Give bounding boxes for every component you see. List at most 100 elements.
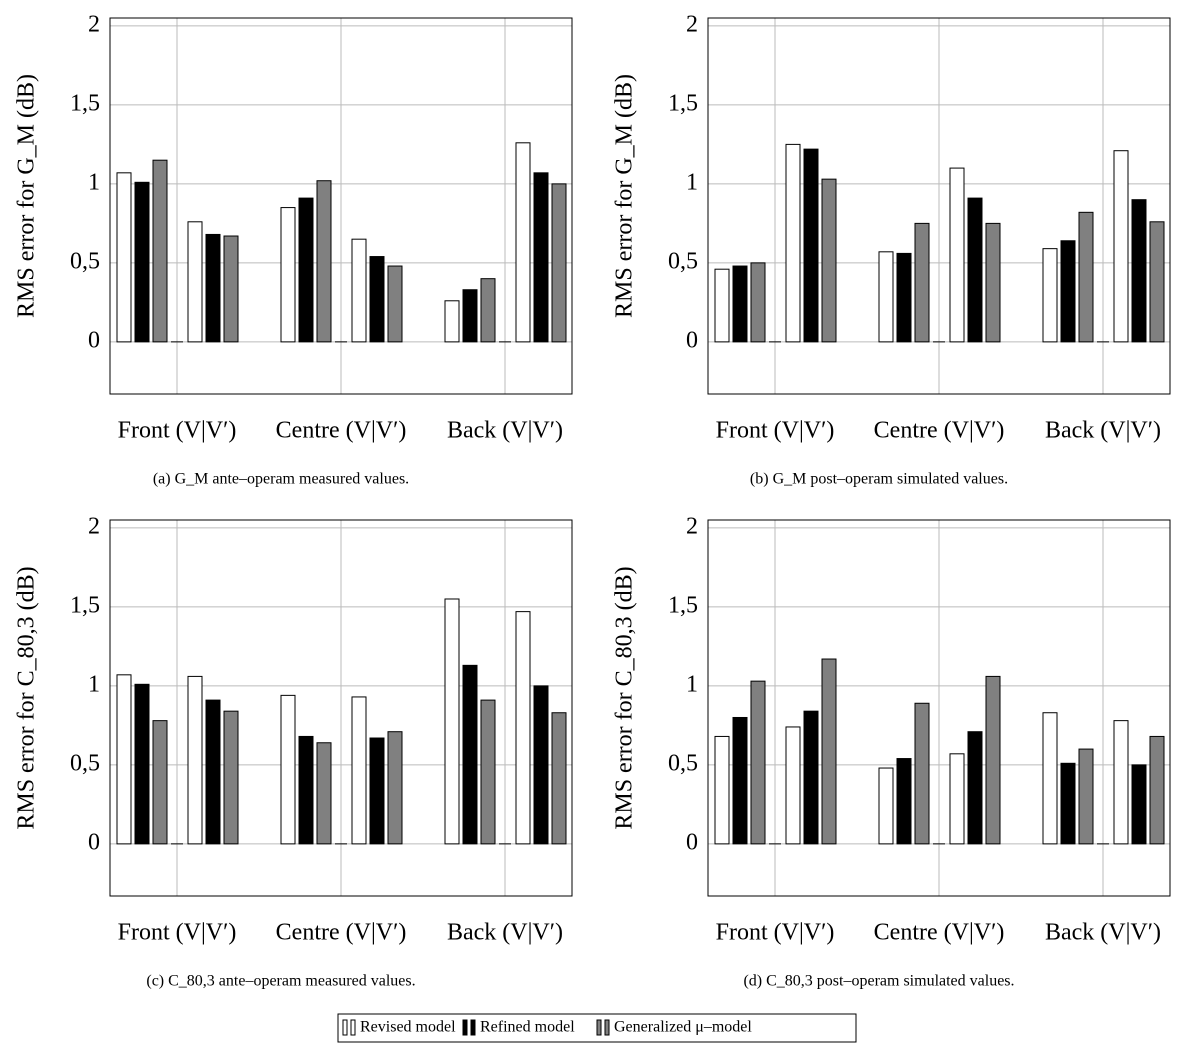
bar — [298, 735, 314, 845]
bar — [551, 712, 567, 845]
y-tick-label: 1 — [88, 169, 100, 195]
bar — [134, 683, 150, 845]
y-tick-label: 0 — [686, 327, 698, 353]
bar — [750, 680, 766, 845]
bar — [280, 207, 296, 343]
bar — [1042, 712, 1058, 845]
legend-label: Revised model — [360, 1019, 456, 1036]
bar — [462, 664, 478, 845]
bar — [896, 252, 912, 343]
y-tick-label: 0 — [686, 829, 698, 855]
bar — [369, 737, 385, 845]
y-tick-label: 0 — [88, 829, 100, 855]
bar — [152, 720, 168, 845]
bar — [515, 142, 531, 343]
legend-label: Refined model — [480, 1019, 575, 1036]
x-tick-label: Back (V|V′) — [447, 418, 563, 444]
legend-swatch — [596, 1019, 602, 1036]
y-tick-label: 1 — [686, 169, 698, 195]
bar — [1113, 720, 1129, 845]
y-tick-label: 0,5 — [70, 750, 100, 776]
x-tick-label: Back (V|V′) — [447, 920, 563, 946]
x-tick-label: Front (V|V′) — [716, 418, 835, 444]
y-axis-label: RMS error for C_80,3 (dB) — [14, 566, 40, 829]
bar — [152, 159, 168, 343]
bar — [821, 658, 837, 845]
y-tick-label: 0,5 — [668, 750, 698, 776]
bar — [1078, 211, 1094, 343]
bar — [985, 222, 1001, 343]
y-tick-label: 1,5 — [70, 90, 100, 116]
legend-box — [337, 1013, 857, 1043]
bar — [387, 731, 403, 845]
bar — [444, 598, 460, 845]
bar — [967, 197, 983, 343]
bar — [316, 180, 332, 343]
bar — [187, 675, 203, 845]
caption: (b) G_M post–operam simulated values. — [750, 471, 1008, 488]
bar — [914, 702, 930, 845]
bar — [1149, 221, 1165, 343]
x-tick-label: Centre (V|V′) — [276, 418, 407, 444]
x-tick-label: Front (V|V′) — [716, 920, 835, 946]
x-tick-label: Back (V|V′) — [1045, 418, 1161, 444]
bar — [533, 172, 549, 343]
bar — [551, 183, 567, 343]
bar — [205, 233, 221, 343]
axes-frame — [109, 519, 573, 897]
bar — [1131, 199, 1147, 343]
bar — [785, 726, 801, 845]
bar — [223, 710, 239, 845]
bar — [533, 685, 549, 845]
bar — [1131, 764, 1147, 845]
bar — [949, 167, 965, 343]
y-tick-label: 1,5 — [70, 592, 100, 618]
bar — [223, 235, 239, 343]
bar — [351, 238, 367, 343]
legend-swatch — [342, 1019, 348, 1036]
x-tick-label: Centre (V|V′) — [874, 418, 1005, 444]
y-tick-label: 0,5 — [668, 248, 698, 274]
x-tick-label: Front (V|V′) — [118, 418, 237, 444]
bar — [732, 716, 748, 845]
bar — [351, 696, 367, 845]
bar — [949, 753, 965, 845]
bar — [732, 265, 748, 343]
legend-swatch — [470, 1019, 476, 1036]
x-tick-label: Front (V|V′) — [118, 920, 237, 946]
bar — [369, 256, 385, 343]
axes-frame — [109, 17, 573, 395]
bar — [878, 251, 894, 343]
y-tick-label: 2 — [88, 513, 100, 539]
bar — [803, 710, 819, 845]
bar — [205, 699, 221, 845]
y-axis-label: RMS error for G_M (dB) — [612, 74, 638, 318]
y-tick-label: 2 — [88, 11, 100, 37]
bar — [714, 735, 730, 845]
y-tick-label: 0,5 — [70, 248, 100, 274]
legend-swatch — [462, 1019, 468, 1036]
bar — [116, 172, 132, 343]
x-tick-label: Centre (V|V′) — [276, 920, 407, 946]
bar — [967, 731, 983, 845]
bar — [785, 143, 801, 343]
bar — [298, 197, 314, 343]
bar — [480, 278, 496, 343]
bar — [1113, 150, 1129, 343]
bar — [914, 222, 930, 343]
legend-swatch — [350, 1019, 356, 1036]
bar — [316, 742, 332, 845]
y-axis-label: RMS error for G_M (dB) — [14, 74, 40, 318]
bar — [1060, 240, 1076, 343]
bar — [985, 675, 1001, 845]
bar — [714, 268, 730, 343]
y-tick-label: 2 — [686, 11, 698, 37]
y-axis-label: RMS error for C_80,3 (dB) — [612, 566, 638, 829]
x-tick-label: Centre (V|V′) — [874, 920, 1005, 946]
bar — [878, 767, 894, 845]
bar — [803, 148, 819, 343]
y-tick-label: 1,5 — [668, 592, 698, 618]
x-tick-label: Back (V|V′) — [1045, 920, 1161, 946]
bar — [116, 674, 132, 845]
